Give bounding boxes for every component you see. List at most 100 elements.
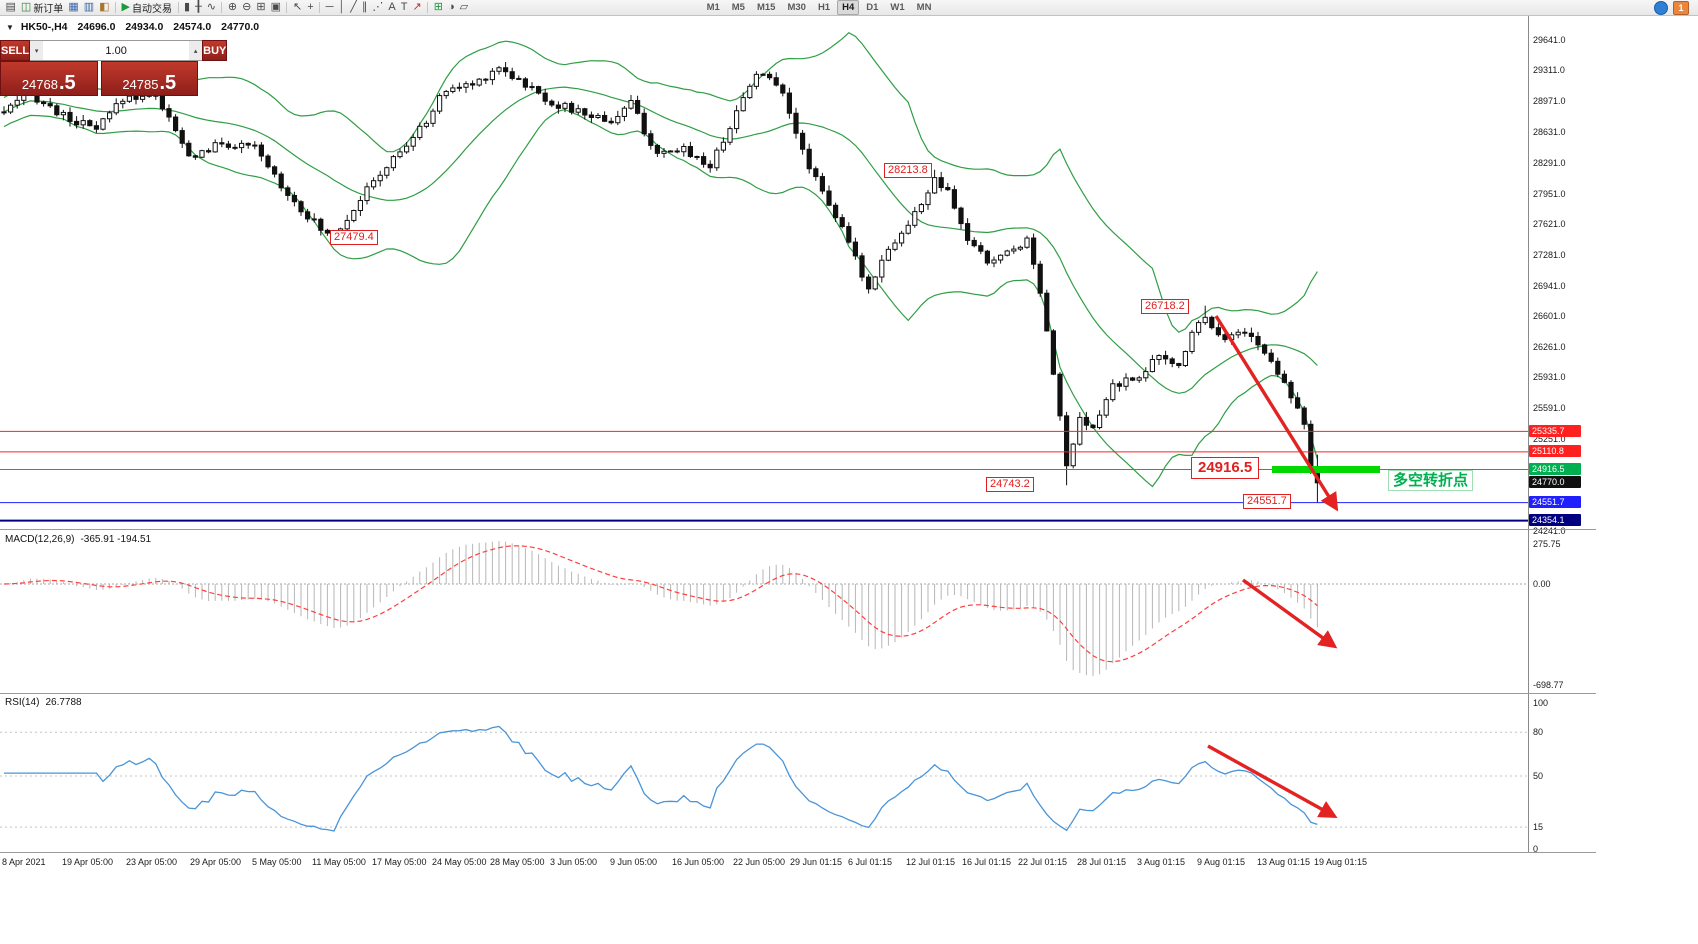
fibonacci-icon: ⋰ (372, 1, 384, 13)
periods-icon: ◑ (447, 1, 455, 13)
text-tool-icon: A (388, 1, 396, 13)
candles-layer (1, 62, 1321, 503)
alert-badge[interactable]: 1 (1673, 0, 1689, 15)
price-tag-25110.8: 25110.8 (1529, 445, 1581, 458)
sell-price-display[interactable]: 24768.5 (0, 61, 98, 96)
navigator-button[interactable]: ◧ (97, 1, 112, 15)
time-axis-label: 23 Apr 05:00 (126, 857, 178, 867)
price-axis-tick: 26941.0 (1533, 280, 1566, 291)
market-watch-button[interactable]: ▥ (81, 1, 96, 15)
volume-input[interactable] (43, 41, 190, 60)
fibonacci-button[interactable]: ⋰ (370, 1, 386, 15)
panel-separator-main-macd[interactable] (0, 529, 1596, 530)
time-axis-border (0, 852, 1596, 853)
price-axis-tick: 25251.0 (1533, 434, 1566, 445)
timeframe-m30-button[interactable]: M30 (782, 0, 810, 15)
periods-button[interactable]: ◑ (445, 1, 457, 15)
text-tool-button[interactable]: A (386, 1, 398, 15)
price-callout-27479.4[interactable]: 27479.4 (330, 230, 378, 245)
time-axis-label: 29 Apr 05:00 (190, 857, 242, 867)
candlestick-chart-icon: ╂ (195, 1, 202, 13)
zoom-out-button[interactable]: ⊖ (240, 1, 254, 15)
horizontal-line-button[interactable]: ─ (323, 1, 336, 15)
time-axis-label: 3 Jun 05:00 (550, 857, 598, 867)
trade-panel-quotes: 24768.5 24785.5 (0, 61, 198, 96)
chart-window-icon-button[interactable]: ▤ (3, 1, 18, 15)
timeframe-m15-button[interactable]: M15 (752, 0, 780, 15)
macd-panel (0, 541, 1528, 677)
volume-up-button[interactable]: ▴ (189, 41, 203, 60)
templates-button[interactable]: ▱ (457, 1, 470, 15)
toolbar-separator (221, 2, 223, 13)
one-click-collapse-icon[interactable]: ▼ (6, 23, 14, 32)
charts-grid-button[interactable]: ▦ (66, 1, 81, 15)
timeframe-h1-button[interactable]: H1 (813, 0, 835, 15)
cascade-windows-icon: ▣ (270, 1, 281, 13)
macd-scale-label: 275.75 (1533, 539, 1561, 549)
timeframe-h4-button[interactable]: H4 (837, 0, 860, 15)
symbol-period-label: HK50-,H4 (20, 21, 68, 33)
down-arrow-2[interactable] (1242, 578, 1338, 649)
cursor-button[interactable]: ↖ (290, 1, 304, 15)
timeframe-d1-button[interactable]: D1 (861, 0, 883, 15)
chart-ohlc-header: ▼ HK50-,H4 24696.0 24934.0 24574.0 24770… (6, 21, 266, 33)
price-axis-tick: 25931.0 (1533, 372, 1566, 383)
label-tool-button[interactable]: T (398, 1, 410, 15)
panel-separator-macd-rsi[interactable] (0, 693, 1596, 694)
open-value: 24696.0 (77, 21, 116, 33)
cascade-windows-button[interactable]: ▣ (268, 1, 283, 15)
timeframe-mn-button[interactable]: MN (912, 0, 937, 15)
volume-down-button[interactable]: ▾ (30, 41, 44, 60)
zoom-in-button[interactable]: ⊕ (225, 1, 239, 15)
price-axis-tick: 28971.0 (1533, 95, 1566, 106)
one-click-trading-panel: SELL ▾ ▴ BUY 24768.5 24785.5 (0, 40, 228, 96)
price-axis-tick: 28291.0 (1533, 157, 1566, 168)
turning-point-highlight-line[interactable] (1272, 466, 1380, 473)
timeframe-m5-button[interactable]: M5 (727, 0, 750, 15)
rsi-scale-label: 15 (1533, 822, 1544, 833)
crosshair-icon: + (307, 1, 314, 13)
time-axis-label: 24 May 05:00 (432, 857, 487, 867)
timeframe-m1-button[interactable]: M1 (702, 0, 725, 15)
crosshair-button[interactable]: + (305, 1, 316, 15)
candlestick-chart-button[interactable]: ╂ (193, 1, 205, 15)
new-order-button[interactable]: ◫ 新订单 (18, 1, 65, 16)
tile-windows-button[interactable]: ⊞ (254, 1, 268, 15)
buy-button[interactable]: BUY (202, 40, 228, 61)
price-callout-24916.5[interactable]: 24916.5 (1191, 457, 1260, 479)
bollinger-middle-band (3, 86, 1318, 394)
down-arrow-3[interactable] (1207, 744, 1338, 818)
price-callout-28213.8[interactable]: 28213.8 (884, 163, 932, 178)
time-axis-label: 19 Apr 05:00 (62, 857, 114, 867)
bar-chart-icon: ▮ (184, 1, 191, 13)
macd-scale-label: -698.77 (1533, 680, 1564, 691)
indicators-button[interactable]: ⊞ (431, 1, 445, 15)
community-icon[interactable] (1654, 0, 1668, 15)
price-axis-tick: 26601.0 (1533, 311, 1566, 322)
vertical-line-button[interactable]: │ (336, 1, 348, 15)
trendline-button[interactable]: ╱ (348, 1, 360, 15)
autotrading-button[interactable]: ▶ 自动交易 (119, 1, 174, 16)
price-callout-24551.7[interactable]: 24551.7 (1243, 494, 1291, 509)
bar-chart-button[interactable]: ▮ (182, 1, 193, 15)
price-axis-tick: 29311.0 (1533, 65, 1565, 75)
arrow-tool-button[interactable]: ↗ (410, 1, 424, 15)
chinese-annotation-note[interactable]: 多空转折点 (1388, 470, 1474, 491)
volume-stepper: ▾ ▴ (30, 40, 203, 61)
price-callout-24743.2[interactable]: 24743.2 (986, 477, 1034, 492)
down-arrow-1[interactable] (1214, 315, 1339, 512)
toolbar-right-group: 1 (1654, 0, 1689, 16)
toolbar-separator (319, 2, 321, 13)
sell-button[interactable]: SELL (0, 40, 31, 61)
buy-price-pips: .5 (159, 72, 177, 94)
buy-price-display[interactable]: 24785.5 (100, 61, 198, 96)
timeframe-w1-button[interactable]: W1 (885, 0, 909, 15)
toolbar-separator (286, 2, 288, 13)
time-axis-label: 12 Jul 01:15 (906, 857, 956, 867)
time-axis-label: 19 Aug 01:15 (1314, 857, 1368, 867)
time-axis-label: 16 Jun 05:00 (672, 857, 725, 867)
price-callout-26718.2[interactable]: 26718.2 (1141, 299, 1189, 314)
rsi-indicator-label: RSI(14) 26.7788 (5, 697, 82, 708)
channel-button[interactable]: ∥ (359, 1, 370, 15)
line-chart-button[interactable]: ∿ (204, 1, 218, 15)
